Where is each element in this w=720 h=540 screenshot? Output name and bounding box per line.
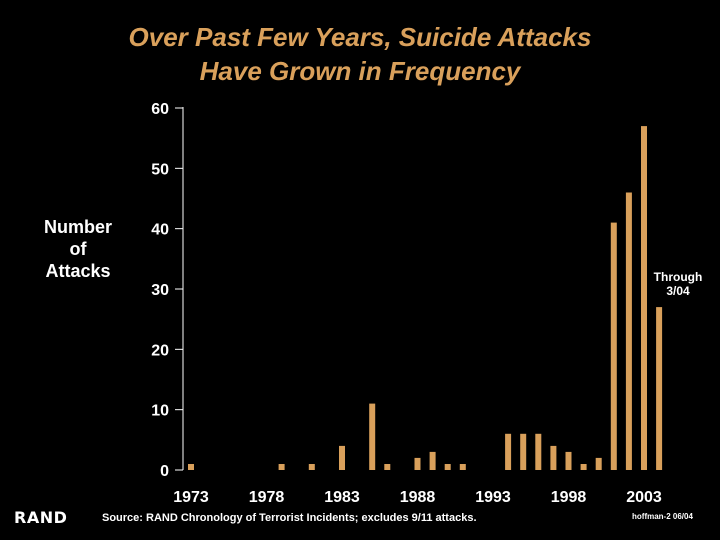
bar-2000 [595, 457, 602, 470]
bar-1990 [444, 464, 451, 470]
y-axis-label: Number of Attacks [28, 216, 128, 282]
source-note: Source: RAND Chronology of Terrorist Inc… [102, 512, 477, 524]
bar-1988 [414, 457, 421, 470]
title-line-1: Over Past Few Years, Suicide Attacks [128, 22, 592, 52]
bar-2004 [656, 307, 663, 470]
y-axis-label-line-1: Number [43, 217, 112, 237]
y-tick-label-40: 40 [151, 222, 169, 239]
bar-2003 [641, 126, 647, 470]
y-tick-label-10: 10 [151, 403, 169, 420]
bar-1983 [339, 445, 345, 470]
bar-1986 [384, 464, 391, 470]
y-axis-label-line-2: of [69, 239, 87, 259]
bar-1979 [278, 464, 285, 470]
annotation-line-1: Through [653, 270, 703, 284]
annotation-line-2: 3/04 [666, 284, 690, 298]
y-tick-label-30: 30 [151, 282, 169, 299]
y-tick-label-60: 60 [151, 101, 169, 118]
x-tick-label-1993: 1993 [475, 489, 511, 506]
bars-group [188, 126, 663, 470]
bar-1991 [459, 464, 466, 470]
bar-1998 [565, 451, 572, 470]
bar-1973 [188, 464, 194, 470]
chart-title: Over Past Few Years, Suicide Attacks Hav… [0, 20, 720, 88]
x-tick-label-2003: 2003 [626, 489, 662, 506]
bar-2001 [610, 222, 617, 470]
bar-1985 [369, 403, 376, 470]
through-annotation: Through 3/04 [648, 270, 708, 298]
bar-1994 [505, 433, 512, 470]
slide-reference: hoffman-2 06/04 [632, 512, 693, 521]
bar-1995 [520, 433, 527, 470]
bar-1996 [535, 433, 542, 470]
bar-2002 [625, 192, 632, 470]
rand-logo: RAND [14, 508, 68, 527]
x-tick-label-1983: 1983 [324, 489, 360, 506]
y-ticks-group: 0 10 20 30 40 50 60 [151, 101, 183, 480]
bar-1999 [580, 464, 587, 470]
x-ticks-group: 1973 1978 1983 1988 1993 1998 2003 [173, 489, 662, 506]
bar-1981 [308, 464, 315, 470]
bar-1997 [550, 445, 557, 470]
x-tick-label-1973: 1973 [173, 489, 209, 506]
y-tick-label-0: 0 [160, 463, 169, 480]
y-tick-label-50: 50 [151, 161, 169, 178]
bar-1989 [429, 451, 436, 470]
title-line-2: Have Grown in Frequency [199, 56, 521, 86]
x-tick-label-1978: 1978 [249, 489, 285, 506]
y-axis-label-line-3: Attacks [45, 261, 111, 281]
x-tick-label-1988: 1988 [400, 489, 436, 506]
y-tick-label-20: 20 [151, 342, 169, 359]
x-tick-label-1998: 1998 [551, 489, 587, 506]
